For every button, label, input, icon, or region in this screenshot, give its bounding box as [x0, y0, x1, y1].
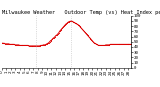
Text: Milwaukee Weather   Outdoor Temp (vs) Heat Index per Minute (Last 24 Hours): Milwaukee Weather Outdoor Temp (vs) Heat…	[2, 10, 160, 15]
